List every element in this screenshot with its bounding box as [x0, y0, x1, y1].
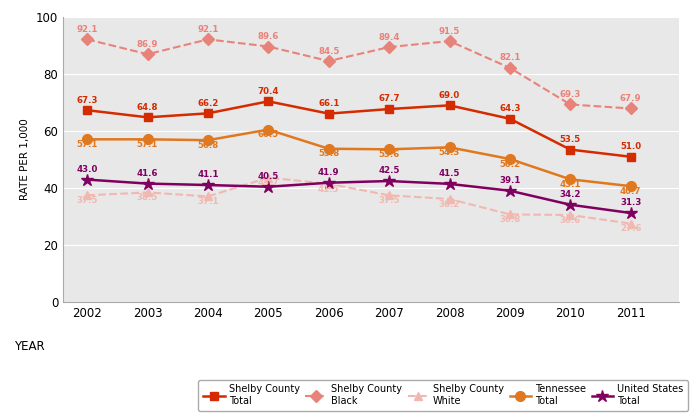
Text: 31.3: 31.3	[620, 199, 641, 207]
Legend: Shelby County
Total, Shelby County
Black, Shelby County
White, Tennessee
Total, : Shelby County Total, Shelby County Black…	[198, 380, 688, 411]
Text: 67.9: 67.9	[620, 94, 641, 103]
Text: 51.0: 51.0	[620, 142, 641, 151]
Text: 69.0: 69.0	[439, 91, 460, 100]
Text: 57.1: 57.1	[76, 140, 98, 149]
Text: 41.1: 41.1	[197, 171, 218, 179]
Text: 41.6: 41.6	[136, 169, 158, 178]
Text: 70.4: 70.4	[258, 87, 279, 96]
Text: 56.8: 56.8	[197, 141, 218, 150]
Text: 36.2: 36.2	[439, 200, 460, 209]
Text: 50.2: 50.2	[499, 160, 521, 169]
Text: YEAR: YEAR	[14, 340, 45, 353]
Text: 57.1: 57.1	[137, 140, 158, 149]
Text: 92.1: 92.1	[197, 25, 218, 34]
Text: 41.5: 41.5	[318, 185, 340, 194]
Text: 34.2: 34.2	[559, 190, 581, 199]
Text: 53.6: 53.6	[379, 150, 400, 159]
Text: 67.7: 67.7	[378, 94, 400, 103]
Text: 82.1: 82.1	[499, 53, 521, 62]
Text: 40.7: 40.7	[620, 187, 641, 196]
Text: 60.5: 60.5	[258, 130, 279, 139]
Text: 37.1: 37.1	[197, 197, 218, 206]
Text: 41.9: 41.9	[318, 168, 340, 177]
Text: 84.5: 84.5	[318, 47, 340, 55]
Text: 43.7: 43.7	[258, 178, 279, 187]
Text: 54.3: 54.3	[439, 148, 460, 157]
Text: 64.3: 64.3	[499, 104, 521, 113]
Text: 89.6: 89.6	[258, 32, 279, 41]
Text: 30.6: 30.6	[560, 216, 581, 225]
Text: 42.5: 42.5	[379, 166, 400, 176]
Text: 43.0: 43.0	[76, 165, 98, 174]
Text: 38.5: 38.5	[137, 193, 158, 202]
Text: 30.8: 30.8	[499, 215, 521, 224]
Text: 66.2: 66.2	[197, 99, 218, 108]
Text: 41.5: 41.5	[439, 169, 460, 178]
Text: 39.1: 39.1	[499, 176, 521, 185]
Text: 37.5: 37.5	[379, 196, 400, 205]
Text: 92.1: 92.1	[76, 25, 98, 34]
Text: 27.6: 27.6	[620, 224, 641, 233]
Text: 91.5: 91.5	[439, 26, 460, 36]
Text: 66.1: 66.1	[318, 99, 340, 108]
Text: 37.5: 37.5	[76, 196, 98, 205]
Text: 43.1: 43.1	[559, 180, 581, 189]
Text: 53.8: 53.8	[318, 150, 340, 158]
Y-axis label: RATE PER 1,000: RATE PER 1,000	[20, 119, 30, 200]
Text: 86.9: 86.9	[137, 39, 158, 49]
Text: 67.3: 67.3	[76, 96, 98, 105]
Text: 89.4: 89.4	[379, 32, 400, 42]
Text: 64.8: 64.8	[136, 103, 158, 112]
Text: 69.3: 69.3	[559, 90, 581, 99]
Text: 53.5: 53.5	[560, 135, 581, 144]
Text: 40.5: 40.5	[258, 172, 279, 181]
